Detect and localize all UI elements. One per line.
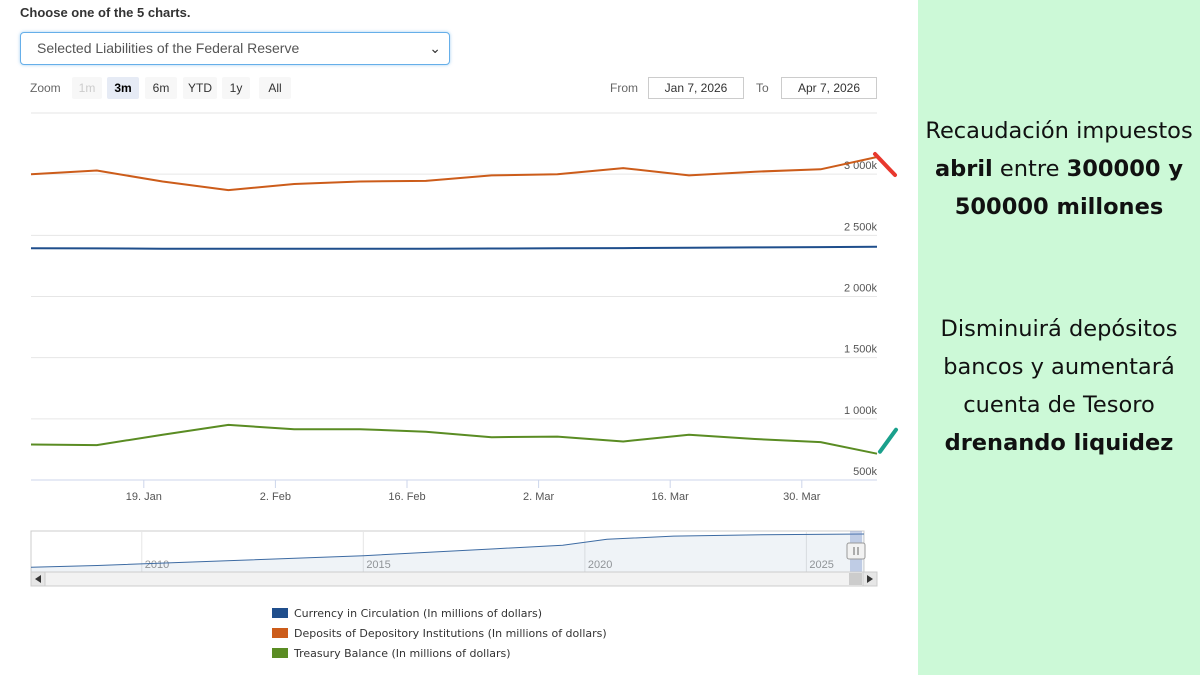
commentary-text: entre bbox=[992, 156, 1067, 182]
x-tick-label: 16. Mar bbox=[652, 491, 690, 503]
legend-label: Deposits of Depository Institutions (In … bbox=[294, 626, 607, 640]
series-line-2 bbox=[30, 423, 878, 455]
annotation-up-mark bbox=[878, 427, 898, 454]
legend-swatch bbox=[272, 608, 288, 618]
scrollbar-thumb[interactable] bbox=[849, 573, 862, 585]
annotation-down-mark bbox=[873, 152, 897, 178]
legend-label: Treasury Balance (In millions of dollars… bbox=[294, 646, 511, 660]
zoom-button-6m[interactable]: 6m bbox=[145, 77, 177, 99]
series-line-0 bbox=[30, 245, 878, 250]
navigator-year-label: 2020 bbox=[588, 559, 612, 571]
from-date-input[interactable]: Jan 7, 2026 bbox=[648, 77, 744, 99]
legend-swatch bbox=[272, 648, 288, 658]
commentary-text: Disminuirá depósitos bancos y aumentará … bbox=[940, 316, 1178, 418]
navigator-handle[interactable] bbox=[846, 542, 866, 560]
chart-select[interactable]: Selected Liabilities of the Federal Rese… bbox=[20, 32, 450, 65]
arrow-right-icon bbox=[867, 575, 873, 583]
zoom-label: Zoom bbox=[30, 81, 61, 95]
legend-item-treasury[interactable]: Treasury Balance (In millions of dollars… bbox=[272, 643, 607, 663]
y-tick-label: 500k bbox=[853, 466, 877, 478]
zoom-button-1y[interactable]: 1y bbox=[222, 77, 250, 99]
line-chart: 500k 1 000k 1 500k 2 000k 2 500k 3 000k 19. Ja… bbox=[30, 112, 898, 587]
commentary-paragraph-tax: Recaudación impuestos abril entre 300000… bbox=[918, 112, 1200, 226]
navigator-series-line bbox=[30, 533, 865, 568]
x-tick-label: 16. Feb bbox=[388, 491, 425, 503]
zoom-button-1m[interactable]: 1m bbox=[72, 77, 102, 99]
arrow-left-icon bbox=[35, 575, 41, 583]
navigator-year-label: 2015 bbox=[366, 559, 390, 571]
navigator-year-label: 2010 bbox=[145, 559, 169, 571]
commentary-paragraph-liquidity: Disminuirá depósitos bancos y aumentará … bbox=[918, 310, 1200, 462]
zoom-button-all[interactable]: All bbox=[259, 77, 291, 99]
chevron-down-icon: ⌄ bbox=[429, 40, 441, 56]
to-label: To bbox=[756, 81, 769, 95]
x-tick-label: 19. Jan bbox=[126, 491, 162, 503]
commentary-bold: 300000 y 500000 millones bbox=[954, 156, 1184, 220]
commentary-bold: abril bbox=[934, 156, 993, 182]
legend-item-deposits[interactable]: Deposits of Depository Institutions (In … bbox=[272, 623, 607, 643]
y-tick-label: 2 500k bbox=[844, 221, 878, 233]
chart-select-value: Selected Liabilities of the Federal Rese… bbox=[37, 40, 300, 56]
x-tick-label: 30. Mar bbox=[783, 491, 821, 503]
legend-swatch bbox=[272, 628, 288, 638]
chart-panel: Choose one of the 5 charts. Selected Lia… bbox=[20, 5, 898, 663]
y-tick-label: 1 000k bbox=[844, 405, 878, 417]
zoom-button-3m[interactable]: 3m bbox=[107, 77, 139, 99]
commentary-text: Recaudación impuestos bbox=[925, 118, 1193, 144]
zoom-button-ytd[interactable]: YTD bbox=[183, 77, 217, 99]
legend-item-currency[interactable]: Currency in Circulation (In millions of … bbox=[272, 603, 607, 623]
from-label: From bbox=[610, 81, 638, 95]
legend-label: Currency in Circulation (In millions of … bbox=[294, 606, 543, 620]
commentary-bold: drenando liquidez bbox=[944, 430, 1174, 456]
to-date-input[interactable]: Apr 7, 2026 bbox=[781, 77, 877, 99]
navigator-area bbox=[31, 534, 864, 572]
scrollbar-track bbox=[30, 571, 878, 587]
y-tick-label: 3 000k bbox=[844, 160, 878, 172]
navigator-year-label: 2025 bbox=[809, 559, 833, 571]
chart-chooser-heading: Choose one of the 5 charts. bbox=[20, 5, 191, 20]
legend: Currency in Circulation (In millions of … bbox=[272, 603, 607, 663]
series-line-1 bbox=[30, 156, 878, 192]
x-tick-label: 2. Feb bbox=[260, 491, 291, 503]
commentary-panel: Recaudación impuestos abril entre 300000… bbox=[918, 0, 1200, 675]
navigator-frame bbox=[30, 530, 865, 573]
x-tick-label: 2. Mar bbox=[523, 491, 555, 503]
y-tick-label: 1 500k bbox=[844, 344, 878, 356]
y-tick-label: 2 000k bbox=[844, 283, 878, 295]
